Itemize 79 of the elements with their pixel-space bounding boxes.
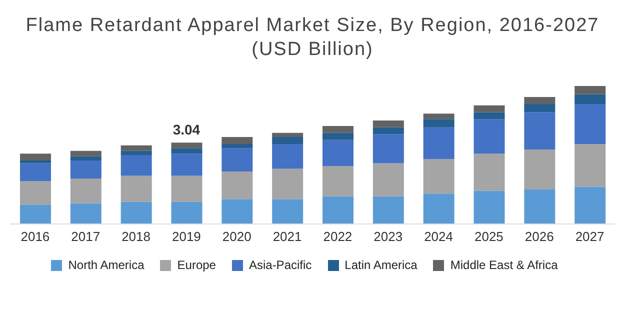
x-tick-label: 2023 [374,229,403,244]
bar [524,190,556,224]
x-tick-label: 2027 [575,229,604,244]
bar [372,120,404,128]
bar [574,86,606,94]
chart-title: Flame Retardant Apparel Market Size, By Region, 2016-2027 (USD Billion) [24,14,600,62]
bar [20,204,51,224]
bar [423,194,454,224]
bar [171,154,202,176]
bar [474,119,505,154]
bar [574,94,606,104]
bar [372,127,404,134]
bar [423,127,454,160]
bar [222,148,253,172]
bar [372,134,404,164]
bar [70,178,102,204]
bar [171,176,202,202]
bar [222,172,253,200]
x-tick-label: 2016 [20,229,50,244]
bar [423,159,454,194]
bar [272,132,304,138]
bar [524,149,556,190]
bar [474,190,505,224]
bar [120,150,152,155]
legend-label: Europe [176,258,216,272]
bar [372,163,404,196]
x-tick-label: 2021 [272,229,302,244]
x-tick-label: 2025 [474,229,504,244]
bar [20,163,51,182]
bar [20,154,51,161]
bar [524,97,556,104]
bar [322,126,354,133]
x-tick-label: 2020 [222,229,252,244]
bar [70,160,102,178]
bar [524,112,556,150]
bar [70,156,102,161]
bar [70,203,102,224]
legend-label: Asia-Pacific [248,258,312,272]
bar [70,150,102,156]
x-tick-label: 2026 [524,229,554,244]
legend-label: North America [67,258,144,272]
legend-label: Latin America [344,258,418,272]
bar [20,181,51,205]
bar [474,112,505,120]
bar [574,144,606,187]
bar [474,154,505,191]
bar [322,132,354,140]
x-tick-label: 2019 [172,229,201,244]
bar [120,176,152,202]
bar [272,168,304,200]
bar [222,144,253,148]
bar [322,196,354,224]
bar [171,202,202,224]
legend-label: Middle East & Africa [449,258,558,272]
bar [120,145,152,151]
bar [120,155,152,176]
bar [574,186,606,224]
bar [222,137,253,144]
bar [171,148,202,154]
annotation: 3.04 [172,122,200,138]
bar [423,114,454,120]
bar [524,104,556,112]
bar [272,199,304,224]
bar [372,196,404,224]
x-tick-label: 2022 [323,229,352,244]
bar [272,137,304,144]
bar [474,105,505,112]
bar [322,166,354,196]
bar [20,160,51,164]
bar [423,119,454,128]
x-tick-label: 2018 [122,229,151,244]
x-tick-label: 2024 [424,229,454,244]
bar [574,104,606,144]
x-tick-label: 2017 [71,229,100,244]
bar [120,202,152,224]
bar [171,142,202,148]
bar [222,199,253,224]
bar [272,144,304,169]
bar [322,140,354,166]
